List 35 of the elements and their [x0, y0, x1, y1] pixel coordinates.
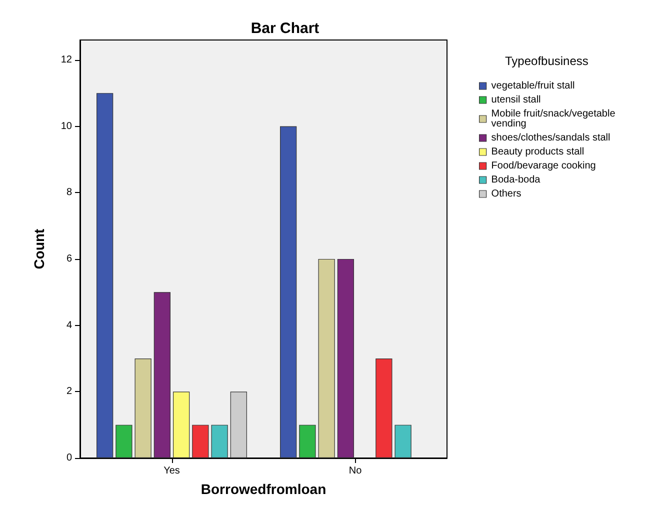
legend-label: shoes/clothes/sandals stall: [491, 132, 610, 144]
bar: [134, 358, 152, 458]
bar: [299, 424, 316, 458]
y-tick-label: 4: [66, 320, 72, 331]
legend-label: vegetable/fruit stall: [491, 80, 575, 92]
legend-label: Others: [491, 188, 522, 200]
y-axis-title: Count: [31, 228, 47, 270]
bar: [154, 292, 171, 458]
legend-label: utensil stall: [491, 94, 541, 106]
bar: [96, 93, 114, 458]
bar: [172, 392, 190, 458]
bar: [211, 424, 228, 458]
bar: [230, 392, 247, 458]
y-tick-label: 6: [66, 253, 72, 264]
legend-label: Boda-boda: [491, 174, 541, 186]
y-tick-label: 8: [66, 187, 72, 198]
bar: [394, 424, 412, 458]
x-axis-title: Borrowedfromloan: [200, 481, 326, 497]
legend-title: Typeofbusiness: [505, 54, 588, 68]
bar: [337, 258, 354, 458]
bar: [376, 358, 392, 458]
bar: [318, 258, 335, 458]
y-tick-label: 2: [66, 386, 72, 398]
y-tick-label: 12: [60, 54, 72, 66]
legend-label: Mobile fruit/snack/vegetable vending: [491, 108, 618, 130]
y-tick-label: 10: [60, 120, 72, 132]
chart-title: Bar Chart: [250, 20, 320, 37]
bar: [116, 424, 132, 458]
bar: [192, 424, 209, 458]
legend-label: Food/bevarage cooking: [491, 160, 596, 172]
x-tick-label: Yes: [164, 466, 180, 476]
legend-label: Beauty products stall: [491, 146, 584, 158]
x-tick-label: No: [348, 466, 362, 476]
bar: [280, 126, 297, 458]
y-tick-label: 0: [66, 452, 72, 464]
